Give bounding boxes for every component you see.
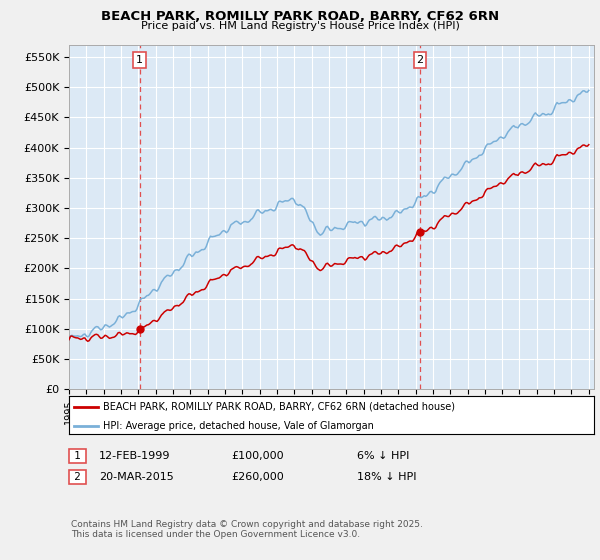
Text: Contains HM Land Registry data © Crown copyright and database right 2025.
This d: Contains HM Land Registry data © Crown c… xyxy=(71,520,422,539)
Text: £260,000: £260,000 xyxy=(231,472,284,482)
Text: 12-FEB-1999: 12-FEB-1999 xyxy=(99,451,170,461)
Text: £100,000: £100,000 xyxy=(231,451,284,461)
Text: BEACH PARK, ROMILLY PARK ROAD, BARRY, CF62 6RN (detached house): BEACH PARK, ROMILLY PARK ROAD, BARRY, CF… xyxy=(103,402,455,412)
Text: 2: 2 xyxy=(71,472,84,482)
Text: Price paid vs. HM Land Registry's House Price Index (HPI): Price paid vs. HM Land Registry's House … xyxy=(140,21,460,31)
Text: 18% ↓ HPI: 18% ↓ HPI xyxy=(357,472,416,482)
Text: HPI: Average price, detached house, Vale of Glamorgan: HPI: Average price, detached house, Vale… xyxy=(103,421,374,431)
Text: BEACH PARK, ROMILLY PARK ROAD, BARRY, CF62 6RN: BEACH PARK, ROMILLY PARK ROAD, BARRY, CF… xyxy=(101,10,499,23)
Text: 1: 1 xyxy=(71,451,84,461)
Text: 20-MAR-2015: 20-MAR-2015 xyxy=(99,472,174,482)
Text: 1: 1 xyxy=(136,55,143,65)
Text: 6% ↓ HPI: 6% ↓ HPI xyxy=(357,451,409,461)
Text: 2: 2 xyxy=(416,55,424,65)
